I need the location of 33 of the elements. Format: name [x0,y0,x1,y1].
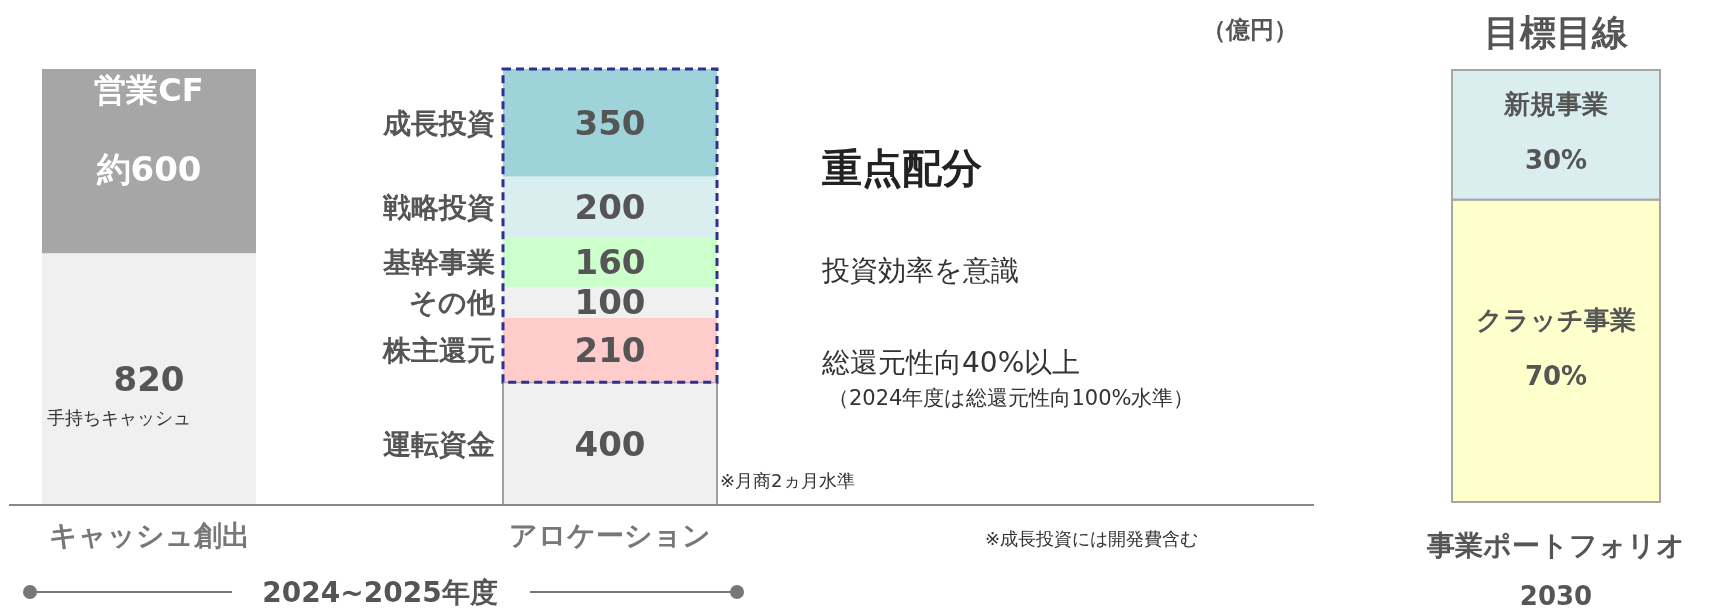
annotation: 総還元性向40%以上 [821,346,1081,379]
chart-title: 目標目線 [1484,12,1629,53]
text: （億円） [1202,16,1298,44]
x-axis-title: 2030 [1519,581,1593,611]
data-label: 820 [113,359,185,400]
series-label: 運転資金 [383,427,495,461]
x-tick-label: キャッシュ創出 [48,519,250,552]
data-label: 30% [1524,144,1588,175]
series-label: 基幹事業 [382,246,495,280]
annotation: ※月商2ヵ月水準 [720,470,855,491]
x-tick-label: アロケーション [509,519,711,552]
annotation: （2024年度は総還元性向100%水準） [828,386,1195,410]
annotation: 投資効率を意識 [821,254,1019,287]
data-label: 350 [574,102,646,143]
series-label: 手持ちキャッシュ [47,407,191,429]
data-label: 100 [574,282,646,323]
series-label: 戦略投資 [382,191,495,225]
series-label: 営業CF [94,71,204,110]
text: ※成長投資には開発費含む [985,528,1199,549]
data-label: 約600 [95,149,202,190]
data-label: 70% [1524,360,1588,391]
series-label: 成長投資 [382,106,495,140]
data-label: 160 [574,242,646,283]
data-label: 400 [574,423,646,464]
x-tick-label: 事業ポートフォリオ [1426,529,1685,562]
data-label: 200 [574,187,646,228]
annotation: 重点配分 [822,145,982,191]
series-label: クラッチ事業 [1476,304,1636,335]
data-label: 210 [574,329,646,370]
text: 2024~2025年度 [262,576,498,609]
series-label: 株主還元 [382,333,495,367]
series-label: その他 [409,286,496,320]
series-label: 新規事業 [1503,88,1608,119]
